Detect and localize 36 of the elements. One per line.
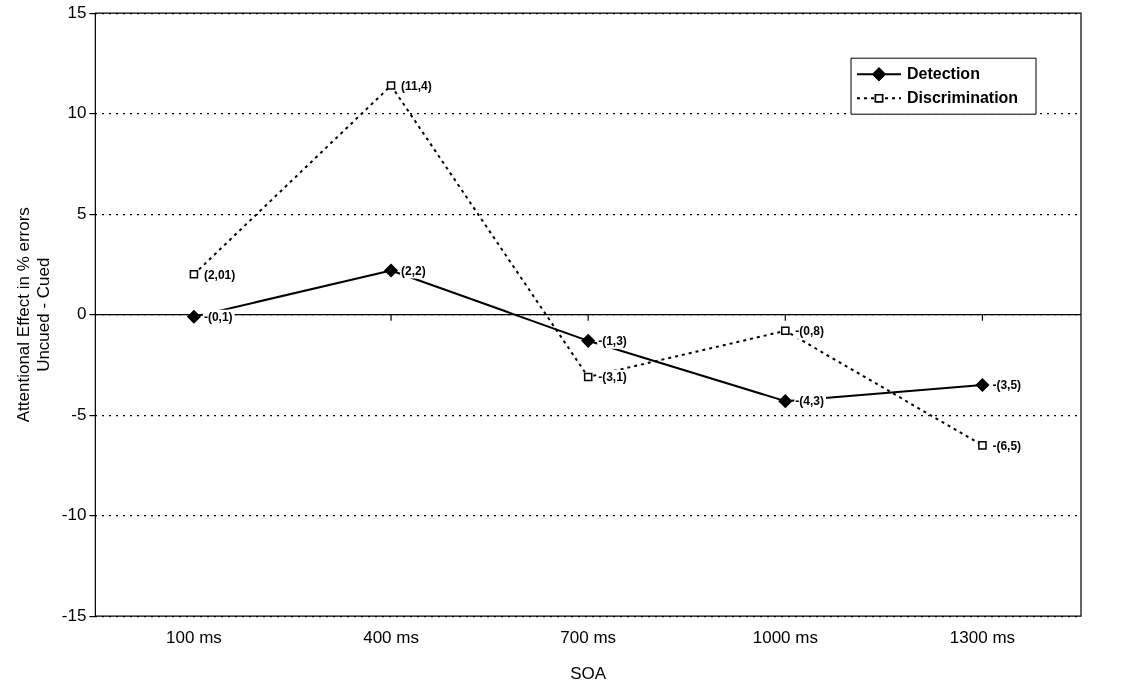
y-tick-label: 5 [76,203,87,223]
x-tick-label: 1300 ms [949,628,1016,648]
y-tick-label: -10 [61,505,87,525]
legend-label: Discrimination [907,88,1019,106]
x-axis-title: SOA [570,664,607,684]
data-label: -(1,3) [598,334,627,349]
x-tick-label: 700 ms [560,628,617,648]
point [581,334,595,348]
point [187,309,201,324]
x-tick-label: 100 ms [166,628,222,648]
point [384,263,398,278]
legend-label: Detection [907,64,980,82]
x-tick-label: 1000 ms [752,628,818,648]
data-label: (2,01) [203,267,236,282]
data-label: -(0,1) [203,310,233,325]
data-label: (11,4) [401,78,432,93]
data-label: -(3,5) [992,378,1022,393]
point [386,81,396,90]
data-label: (2,2) [401,263,426,278]
y-tick-label: 15 [67,2,87,22]
data-label: -(6,5) [992,438,1022,453]
point [583,372,593,382]
point [978,441,987,450]
point [189,270,199,279]
point [781,326,790,336]
data-label: -(4,3) [795,394,824,409]
data-label: -(0,8) [795,324,824,339]
x-tick-label: 400 ms [363,628,419,648]
y-axis-title: Attentional Effect in % errors Uncued - Cued [13,207,54,423]
y-tick-label: 0 [76,304,87,324]
point [975,378,990,392]
y-tick-label: -5 [71,404,87,424]
y-tick-label: 10 [67,103,87,123]
data-label: -(3,1) [598,370,627,385]
point [778,394,793,408]
y-tick-label: -15 [61,605,87,625]
